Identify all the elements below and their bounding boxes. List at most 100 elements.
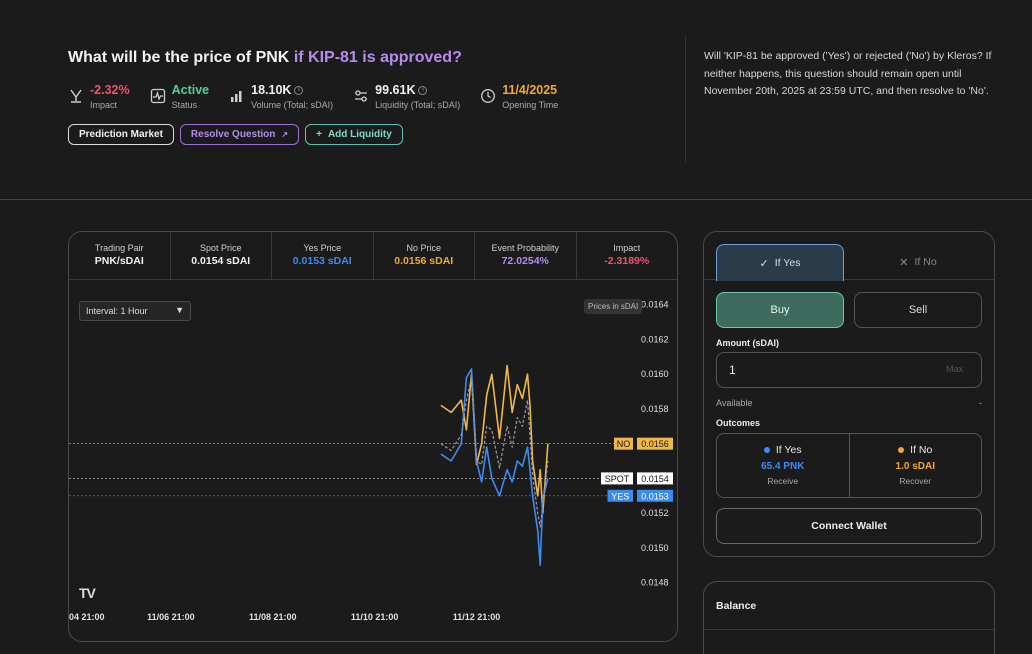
interval-select[interactable]: Interval: 1 Hour ▼ — [79, 301, 191, 321]
balance-title: Balance — [716, 600, 757, 612]
stat-liquidity-value: 99.61K i — [375, 82, 460, 98]
y-tick-label: 0.0150 — [641, 543, 669, 553]
tradingview-logo[interactable]: TV — [79, 585, 96, 601]
resolve-question-label: Resolve Question — [190, 129, 276, 140]
stat-impact-label: Impact — [90, 100, 118, 110]
page-title: What will be the price of PNK if KIP-81 … — [68, 49, 462, 67]
tab-if-no[interactable]: ✕ If No — [854, 244, 982, 280]
price-tag-value: 0.0156 — [641, 439, 669, 449]
x-tick-label: 11/08 21:00 — [249, 612, 297, 622]
trading-pair-label: Trading Pair — [94, 243, 144, 253]
impact-icon — [70, 89, 82, 103]
sell-button[interactable]: Sell — [854, 292, 982, 328]
trading-pair-cell: Trading Pair PNK/sDAI — [69, 232, 171, 279]
stat-impact-value: -2.32% — [90, 83, 130, 97]
stat-volume: 18.10K i Volume (Total; sDAI) — [229, 82, 333, 112]
impact-cell: Impact -2.3189% — [577, 232, 678, 279]
outcome-name: If No — [910, 444, 933, 456]
buy-button[interactable]: Buy — [716, 292, 844, 328]
dot-icon — [763, 447, 770, 454]
amount-input[interactable] — [716, 352, 982, 388]
price-tag-value-bg — [637, 472, 673, 485]
price-tag-name: YES — [611, 491, 629, 501]
chart-stats-header: Trading Pair PNK/sDAI Spot Price 0.0154 … — [69, 232, 677, 280]
title-prefix: What will be the price of PNK — [68, 49, 290, 66]
outcomes-box: If Yes 65.4 PNK Receive If No 1.0 sDAI R… — [716, 433, 982, 498]
series-line-yes — [440, 368, 549, 567]
event-probability-cell: Event Probability 72.0254% — [475, 232, 577, 279]
add-liquidity-label: Add Liquidity — [327, 129, 392, 140]
clock-icon — [481, 89, 496, 103]
activity-icon — [150, 88, 165, 104]
stat-volume-value: 18.10K i — [251, 82, 333, 98]
stat-impact: -2.32% Impact — [68, 82, 130, 112]
spot-price-value: 0.0154 sDAI — [191, 255, 251, 267]
price-chart[interactable]: 0.0164 0.0162 0.0160 0.0158 0.0156 0.0154 0.01… — [69, 280, 678, 642]
plus-icon: + — [316, 129, 322, 140]
add-liquidity-button[interactable]: + Add Liquidity — [305, 124, 403, 145]
price-tag-name-bg — [601, 472, 633, 485]
y-tick-label: 0.0160 — [641, 369, 669, 379]
price-tag-value-bg — [637, 489, 673, 502]
price-tag-value: 0.0153 — [641, 491, 669, 501]
outcome-name: If Yes — [775, 444, 802, 456]
x-tick-label: 11/10 21:00 — [351, 612, 399, 622]
resolve-question-button[interactable]: Resolve Question ↗ — [179, 124, 300, 145]
price-tag-name: NO — [617, 439, 631, 449]
y-tick-label: 0.0158 — [641, 404, 669, 414]
yes-price-label: Yes Price — [303, 243, 342, 253]
balance-panel: Balance — [703, 581, 995, 654]
available-value: - — [979, 398, 982, 408]
liquidity-icon — [355, 90, 368, 102]
no-price-cell: No Price 0.0156 sDAI — [374, 232, 475, 279]
y-tick-label: 0.0148 — [641, 578, 669, 588]
yes-price-value: 0.0153 sDAI — [292, 255, 352, 267]
no-price-label: No Price — [406, 243, 441, 253]
spot-price-cell: Spot Price 0.0154 sDAI — [171, 232, 272, 279]
check-icon: ✓ — [759, 257, 769, 270]
header-divider — [685, 36, 686, 162]
stat-liquidity-label: Liquidity (Total; sDAI) — [375, 100, 461, 110]
bar-chart-icon — [231, 91, 242, 102]
no-price-value: 0.0156 sDAI — [394, 255, 454, 267]
impact-value: -2.3189% — [604, 255, 650, 267]
info-icon[interactable]: i — [294, 86, 304, 96]
prediction-market-tag[interactable]: Prediction Market — [68, 124, 174, 145]
chart-panel: Trading Pair PNK/sDAI Spot Price 0.0154 … — [68, 231, 678, 642]
stat-status-value: Active — [171, 83, 210, 97]
outcome-amount: 65.4 PNK — [761, 461, 805, 472]
market-stats: -2.32% Impact Active Status 18.10K i Volu… — [68, 82, 578, 112]
price-tag-value-bg — [637, 437, 673, 450]
x-tick-label: 11/12 21:00 — [453, 612, 501, 622]
event-probability-label: Event Probability — [491, 243, 560, 253]
close-icon: ✕ — [899, 256, 909, 269]
stat-status: Active Status — [150, 82, 210, 112]
stat-volume-label: Volume (Total; sDAI) — [251, 100, 334, 110]
outcome-if-no: If No 1.0 sDAI Recover — [850, 434, 982, 497]
y-tick-label: 0.0164 — [641, 300, 669, 310]
x-tick-label: 04 21:00 — [69, 612, 105, 622]
external-link-icon: ↗ — [281, 130, 289, 139]
tab-if-yes[interactable]: ✓ If Yes — [716, 244, 844, 281]
dot-icon — [898, 447, 905, 454]
trade-panel: ✓ If Yes ✕ If No Buy Sell Amount (sDAI) … — [703, 231, 995, 557]
info-icon[interactable]: i — [418, 86, 428, 96]
series-line-no — [440, 364, 549, 514]
outcome-amount: 1.0 sDAI — [895, 461, 935, 472]
market-description: Will 'KIP-81 be approved ('Yes') or reje… — [704, 50, 992, 97]
available-label: Available — [716, 398, 753, 408]
stat-liquidity: 99.61K i Liquidity (Total; sDAI) — [353, 82, 460, 112]
x-tick-label: 11/06 21:00 — [147, 612, 195, 622]
stat-status-label: Status — [171, 100, 198, 110]
connect-wallet-button[interactable]: Connect Wallet — [716, 508, 982, 544]
trading-pair-value: PNK/sDAI — [94, 255, 144, 267]
y-tick-label: 0.0162 — [641, 334, 669, 344]
market-tags: Prediction Market Resolve Question ↗ + A… — [68, 124, 403, 145]
prices-in-badge: Prices in sDAI — [584, 299, 643, 314]
balance-divider — [704, 629, 994, 630]
outcome-sub: Recover — [899, 476, 932, 486]
title-condition[interactable]: if KIP-81 is approved? — [293, 49, 462, 66]
outcomes-label: Outcomes — [716, 418, 761, 428]
spot-price-label: Spot Price — [199, 243, 242, 253]
max-button[interactable]: Max — [946, 364, 964, 374]
